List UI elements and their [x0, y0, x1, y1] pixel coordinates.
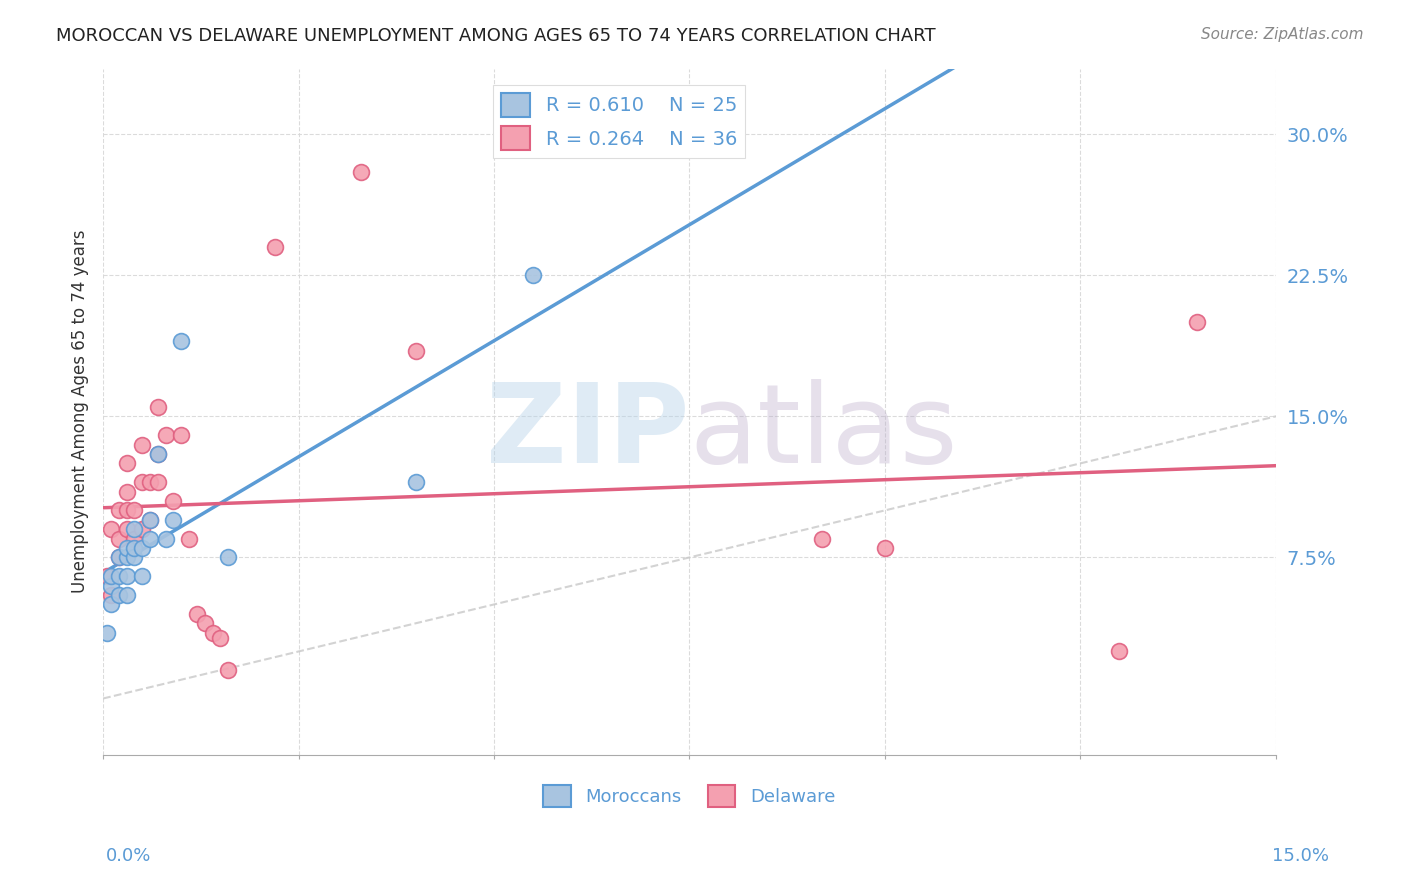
Point — [107, 503, 129, 517]
Point — [146, 447, 169, 461]
Point — [115, 588, 138, 602]
Point — [131, 569, 153, 583]
Point — [201, 625, 224, 640]
Point — [209, 632, 232, 646]
Point — [124, 503, 146, 517]
Point — [115, 522, 138, 536]
Point — [155, 428, 177, 442]
Text: 0.0%: 0.0% — [105, 847, 150, 865]
Point — [100, 569, 122, 583]
Point — [146, 447, 169, 461]
Point — [186, 607, 208, 621]
Point — [100, 588, 122, 602]
Point — [179, 532, 201, 546]
Point — [194, 616, 217, 631]
Point — [264, 240, 287, 254]
Point — [522, 268, 544, 283]
Point — [124, 550, 146, 565]
Point — [107, 532, 129, 546]
Point — [107, 550, 129, 565]
Point — [115, 457, 138, 471]
Legend: Moroccans, Delaware: Moroccans, Delaware — [536, 778, 842, 814]
Point — [124, 532, 146, 546]
Point — [131, 541, 153, 555]
Text: atlas: atlas — [689, 379, 957, 486]
Point — [217, 550, 239, 565]
Point — [1187, 315, 1209, 329]
Point — [131, 475, 153, 490]
Point — [162, 494, 184, 508]
Point — [115, 503, 138, 517]
Point — [100, 522, 122, 536]
Point — [155, 532, 177, 546]
Point — [405, 475, 427, 490]
Point — [162, 513, 184, 527]
Point — [115, 541, 138, 555]
Point — [115, 569, 138, 583]
Point — [1108, 644, 1130, 658]
Point — [146, 475, 169, 490]
Point — [350, 165, 373, 179]
Text: ZIP: ZIP — [486, 379, 689, 486]
Point — [139, 513, 162, 527]
Point — [131, 522, 153, 536]
Point — [170, 428, 193, 442]
Point — [811, 532, 834, 546]
Point — [405, 343, 427, 358]
Point — [115, 550, 138, 565]
Point — [139, 532, 162, 546]
Point — [170, 334, 193, 349]
Point — [873, 541, 896, 555]
Point — [131, 437, 153, 451]
Point — [217, 663, 239, 677]
Point — [124, 522, 146, 536]
Point — [124, 541, 146, 555]
Point — [107, 550, 129, 565]
Text: Source: ZipAtlas.com: Source: ZipAtlas.com — [1201, 27, 1364, 42]
Point — [139, 513, 162, 527]
Y-axis label: Unemployment Among Ages 65 to 74 years: Unemployment Among Ages 65 to 74 years — [72, 230, 89, 593]
Point — [96, 569, 118, 583]
Point — [146, 400, 169, 414]
Text: 15.0%: 15.0% — [1271, 847, 1329, 865]
Text: MOROCCAN VS DELAWARE UNEMPLOYMENT AMONG AGES 65 TO 74 YEARS CORRELATION CHART: MOROCCAN VS DELAWARE UNEMPLOYMENT AMONG … — [56, 27, 936, 45]
Point — [100, 598, 122, 612]
Point — [115, 484, 138, 499]
Point — [107, 588, 129, 602]
Point — [96, 625, 118, 640]
Point — [107, 569, 129, 583]
Point — [100, 579, 122, 593]
Point — [139, 475, 162, 490]
